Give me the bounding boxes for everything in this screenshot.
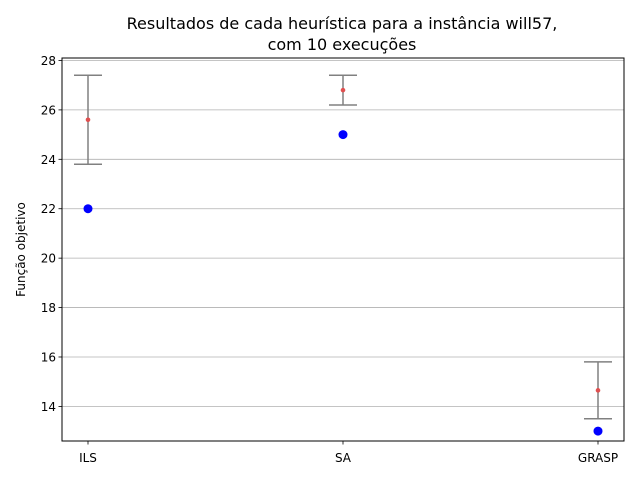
best-point-sa xyxy=(338,130,348,140)
plot-frame xyxy=(61,57,625,442)
gridlines xyxy=(62,60,624,407)
y-tick-label-22: 22 xyxy=(41,202,56,216)
y-tick-label-14: 14 xyxy=(41,400,56,414)
chart-title-line-2: com 10 execuções xyxy=(268,35,417,54)
chart-title-line-1: Resultados de cada heurística para a ins… xyxy=(127,14,558,33)
best-point-grasp xyxy=(593,426,603,436)
x-tick-label-ils: ILS xyxy=(79,451,97,465)
y-axis-ticks: 14 16 18 20 22 24 26 28 xyxy=(41,54,62,414)
y-tick-label-20: 20 xyxy=(41,252,56,266)
mean-point-ils xyxy=(85,117,91,123)
x-axis-ticks: ILS SA GRASP xyxy=(79,441,618,465)
y-tick-label-18: 18 xyxy=(41,301,56,315)
best-point-ils xyxy=(83,204,93,214)
y-tick-label-26: 26 xyxy=(41,103,56,117)
best-points xyxy=(83,130,603,436)
mean-point-grasp xyxy=(595,388,601,393)
y-tick-label-16: 16 xyxy=(41,350,56,364)
mean-point-sa xyxy=(340,87,346,93)
y-axis-label: Função objetivo xyxy=(14,202,28,297)
mean-points xyxy=(85,87,601,393)
y-tick-label-24: 24 xyxy=(41,153,56,167)
x-tick-label-grasp: GRASP xyxy=(578,451,618,465)
y-tick-label-28: 28 xyxy=(41,54,56,68)
x-tick-label-sa: SA xyxy=(335,451,352,465)
